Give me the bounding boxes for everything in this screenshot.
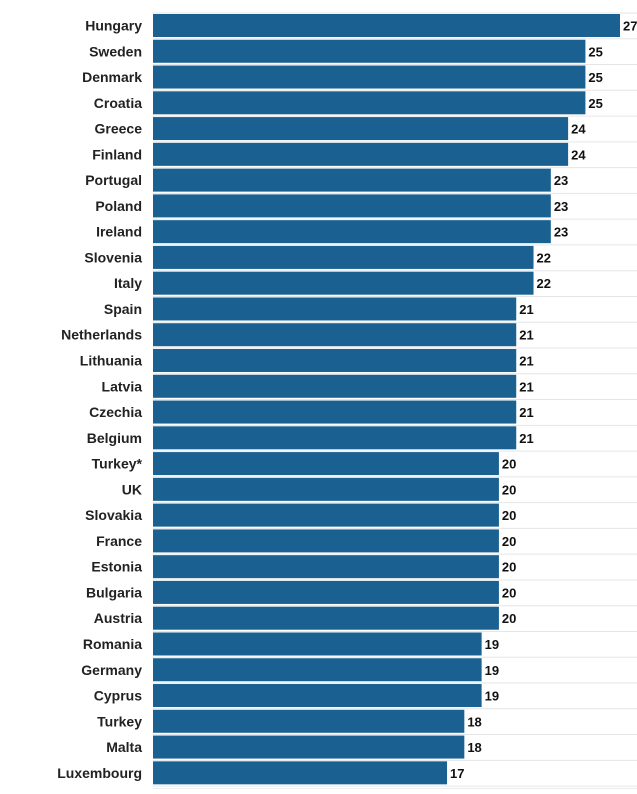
- bar-italy: [153, 271, 534, 295]
- category-label: Poland: [95, 198, 142, 214]
- label-layer: Hungary Sweden Denmark Croatia Greece Finland…: [57, 18, 142, 781]
- category-label: Slovakia: [85, 507, 142, 523]
- bar-finland: [153, 142, 569, 166]
- bar-slovakia: [153, 503, 499, 527]
- category-label: Italy: [114, 275, 142, 291]
- category-label: Portugal: [85, 172, 142, 188]
- bar-uk: [153, 477, 499, 501]
- value-label: 23: [554, 173, 568, 188]
- category-label: Belgium: [87, 430, 142, 446]
- bar-germany: [153, 658, 482, 682]
- category-label: Sweden: [89, 43, 142, 59]
- value-label: 20: [502, 560, 516, 575]
- bar-france: [153, 529, 499, 553]
- bar-turkey: [153, 709, 465, 733]
- value-label: 25: [588, 70, 602, 85]
- value-label: 20: [502, 482, 516, 497]
- value-label: 18: [467, 714, 481, 729]
- category-label: Slovenia: [84, 249, 142, 265]
- category-label: Estonia: [91, 559, 142, 575]
- bar-austria: [153, 606, 499, 630]
- bar-romania: [153, 632, 482, 656]
- category-label: UK: [122, 481, 142, 497]
- category-label: Netherlands: [61, 327, 142, 343]
- value-label: 18: [467, 740, 481, 755]
- bar-ireland: [153, 220, 551, 244]
- value-label: 20: [502, 611, 516, 626]
- value-label: 23: [554, 199, 568, 214]
- bar-poland: [153, 194, 551, 218]
- category-label: Turkey: [97, 713, 142, 729]
- value-label: 20: [502, 508, 516, 523]
- value-label: 21: [519, 302, 533, 317]
- bar-cyprus: [153, 684, 482, 708]
- value-label: 17: [450, 766, 464, 781]
- category-label: Lithuania: [80, 353, 142, 369]
- bar-belgium: [153, 426, 517, 450]
- bar-spain: [153, 297, 517, 321]
- category-label: Luxembourg: [57, 765, 142, 781]
- bar-slovenia: [153, 245, 534, 269]
- category-label: Bulgaria: [86, 584, 142, 600]
- value-label: 22: [537, 276, 551, 291]
- bar-sweden: [153, 39, 586, 63]
- value-label: 24: [571, 147, 586, 162]
- category-label: Latvia: [102, 378, 143, 394]
- bar-lithuania: [153, 349, 517, 373]
- value-label: 21: [519, 379, 533, 394]
- category-label: Romania: [83, 636, 142, 652]
- value-label: 20: [502, 534, 516, 549]
- category-label: Croatia: [94, 95, 142, 111]
- bar-croatia: [153, 91, 586, 115]
- category-label: Malta: [106, 739, 142, 755]
- category-label: Greece: [95, 121, 143, 137]
- category-label: Germany: [81, 662, 142, 678]
- bar-greece: [153, 117, 569, 141]
- value-layer: 2725252524242323232222212121212121202020…: [450, 19, 637, 781]
- category-label: Finland: [92, 146, 142, 162]
- value-label: 21: [519, 328, 533, 343]
- value-label: 19: [485, 689, 499, 704]
- bar-hungary: [153, 14, 620, 37]
- value-label: 20: [502, 457, 516, 472]
- bar-portugal: [153, 168, 551, 192]
- value-label: 22: [537, 250, 551, 265]
- bar-netherlands: [153, 323, 517, 347]
- value-label: 27: [623, 19, 637, 34]
- bar-luxembourg: [153, 761, 448, 785]
- category-label: Spain: [104, 301, 142, 317]
- category-label: Turkey*: [92, 456, 143, 472]
- value-label: 21: [519, 405, 533, 420]
- value-label: 23: [554, 225, 568, 240]
- bar-layer: [153, 14, 620, 785]
- value-label: 19: [485, 637, 499, 652]
- category-label: Ireland: [96, 224, 142, 240]
- category-label: Denmark: [82, 69, 142, 85]
- bar-turkey: [153, 452, 499, 476]
- category-label: France: [96, 533, 142, 549]
- value-label: 25: [588, 96, 602, 111]
- bar-czechia: [153, 400, 517, 424]
- bar-estonia: [153, 555, 499, 579]
- value-label: 20: [502, 585, 516, 600]
- bar-malta: [153, 735, 465, 759]
- bar-bulgaria: [153, 580, 499, 604]
- category-label: Hungary: [85, 18, 142, 34]
- bar-denmark: [153, 65, 586, 89]
- category-label: Cyprus: [94, 688, 142, 704]
- value-label: 19: [485, 663, 499, 678]
- category-label: Austria: [94, 610, 142, 626]
- category-label: Czechia: [89, 404, 142, 420]
- grid-layer: [152, 12, 637, 793]
- value-label: 21: [519, 354, 533, 369]
- value-label: 24: [571, 122, 586, 137]
- value-label: 21: [519, 431, 533, 446]
- bar-latvia: [153, 374, 517, 398]
- value-label: 25: [588, 44, 602, 59]
